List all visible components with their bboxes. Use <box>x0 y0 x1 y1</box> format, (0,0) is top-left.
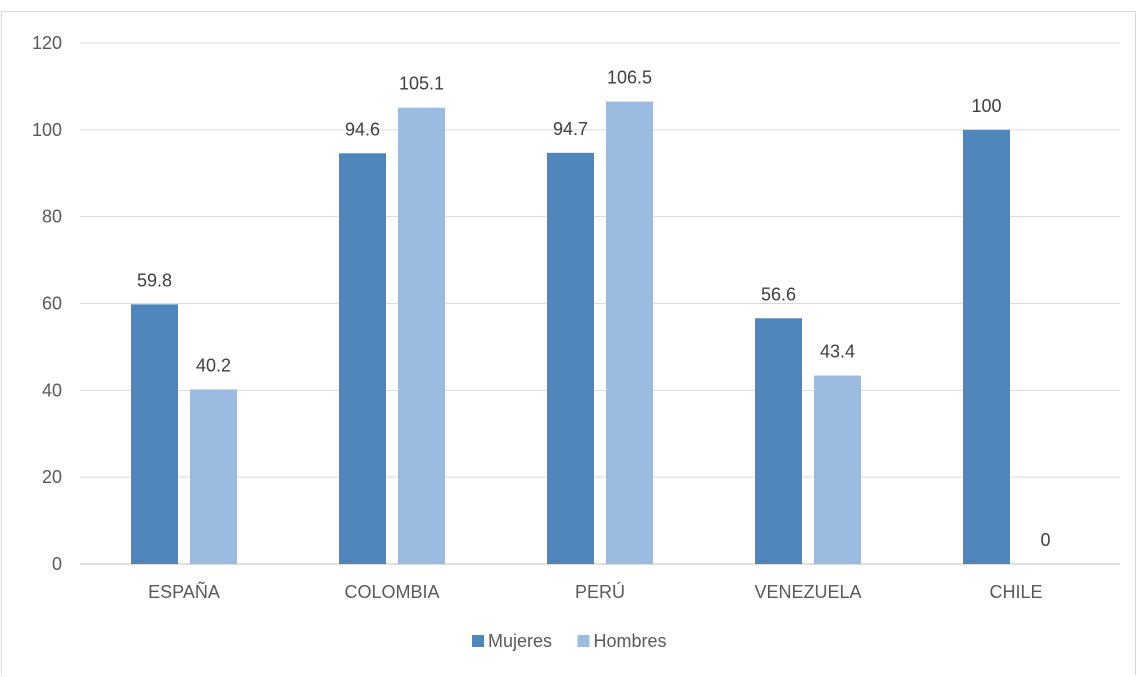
y-tick-label: 0 <box>52 554 62 574</box>
data-label: 106.5 <box>607 68 652 88</box>
bar-mujeres-1 <box>339 153 386 565</box>
data-label: 40.2 <box>196 355 231 375</box>
bar-hombres-3 <box>814 375 861 564</box>
legend-swatch-mujeres <box>472 635 484 647</box>
y-tick-label: 20 <box>42 467 62 487</box>
data-label: 59.8 <box>137 270 172 290</box>
x-tick-label: COLOMBIA <box>344 582 439 602</box>
data-label: 94.7 <box>553 119 588 139</box>
bar-mujeres-2 <box>547 152 594 564</box>
y-tick-label: 100 <box>32 120 62 140</box>
x-tick-label: CHILE <box>989 582 1042 602</box>
y-tick-label: 40 <box>42 380 62 400</box>
bar-hombres-1 <box>398 107 445 565</box>
chart-border <box>1 11 1136 675</box>
legend-label: Hombres <box>594 631 667 651</box>
data-label: 0 <box>1040 530 1050 550</box>
bar-mujeres-3 <box>755 318 802 564</box>
y-tick-label: 60 <box>42 294 62 314</box>
y-tick-label: 80 <box>42 207 62 227</box>
legend-label: Mujeres <box>488 631 552 651</box>
y-tick-label: 120 <box>32 33 62 53</box>
bar-mujeres-0 <box>131 304 178 564</box>
data-label: 43.4 <box>820 342 855 362</box>
data-label: 105.1 <box>399 74 444 94</box>
data-label: 56.6 <box>761 284 796 304</box>
data-label: 100 <box>971 96 1001 116</box>
x-tick-label: VENEZUELA <box>754 582 861 602</box>
legend-swatch-hombres <box>577 635 590 647</box>
data-label: 94.6 <box>345 119 380 139</box>
bar-mujeres-4 <box>963 129 1010 565</box>
bar-hombres-2 <box>606 101 653 565</box>
bar-hombres-0 <box>190 389 237 564</box>
x-tick-label: ESPAÑA <box>148 581 220 602</box>
x-tick-label: PERÚ <box>575 581 625 602</box>
